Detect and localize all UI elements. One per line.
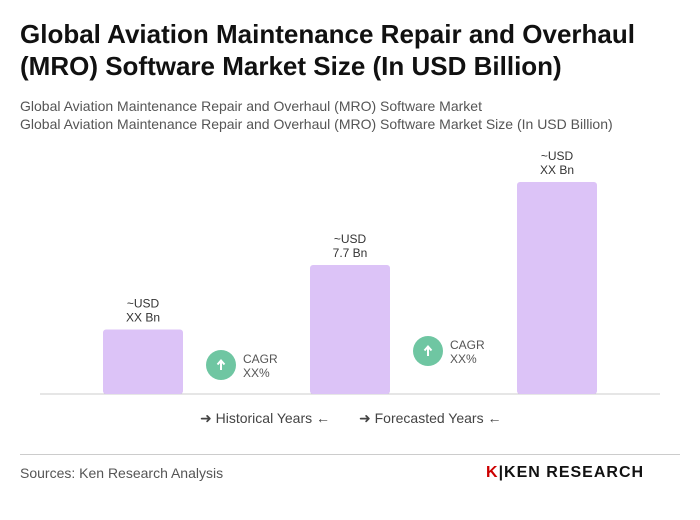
- legend-historical-label: Historical Years: [215, 410, 313, 426]
- bar: [310, 264, 390, 394]
- data-label: ~USD: [334, 232, 367, 246]
- legend-forecasted: ➜ Forecasted Years ←: [359, 410, 502, 426]
- cagr-label: XX%: [450, 352, 477, 366]
- arrow-icon: [423, 344, 433, 356]
- data-label: 7.7 Bn: [333, 246, 368, 260]
- page-title: Global Aviation Maintenance Repair and O…: [20, 19, 635, 81]
- sources: Sources: Ken Research Analysis: [20, 465, 224, 481]
- logo-text: KEN RESEARCH: [504, 464, 645, 481]
- data-label: XX Bn: [540, 163, 574, 177]
- bar: [517, 182, 597, 394]
- bar: [103, 329, 183, 394]
- subtitle: Global Aviation Maintenance Repair and O…: [20, 98, 482, 114]
- data-label: ~USD: [541, 149, 574, 163]
- legend-historical: ➜ Historical Years ←: [200, 410, 331, 426]
- data-label: XX Bn: [126, 310, 160, 324]
- cagr-label: XX%: [243, 366, 270, 380]
- divider: [20, 454, 680, 455]
- legend-forecasted-label: Forecasted Years: [374, 410, 484, 426]
- cagr-label: CAGR: [243, 352, 278, 366]
- subtitle-2: Global Aviation Maintenance Repair and O…: [20, 116, 613, 132]
- ken-research-logo: K|KEN RESEARCH: [486, 464, 645, 481]
- cagr-label: CAGR: [450, 338, 485, 352]
- arrow-icon: [216, 358, 226, 370]
- data-label: ~USD: [127, 296, 160, 310]
